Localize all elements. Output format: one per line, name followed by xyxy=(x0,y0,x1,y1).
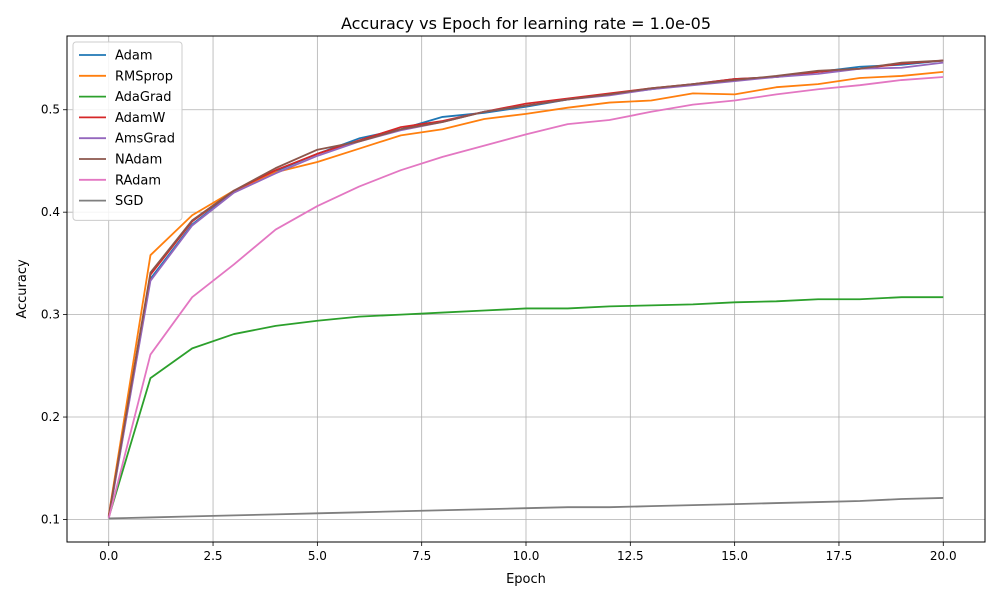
x-tick-label: 2.5 xyxy=(203,549,222,563)
legend-label: NAdam xyxy=(115,153,162,168)
x-tick-label: 15.0 xyxy=(721,549,748,563)
x-tick-label: 5.0 xyxy=(308,549,327,563)
y-axis-label: Accuracy xyxy=(15,259,30,319)
y-tick-label: 0.5 xyxy=(41,103,60,117)
series-line-nadam xyxy=(107,59,944,517)
series-line-adagrad xyxy=(107,296,944,518)
x-tick-label: 17.5 xyxy=(826,549,853,563)
legend: Adam RMSprop AdaGrad AdamW AmsGrad NAdam RAdam… xyxy=(72,41,183,221)
x-axis-ticks: 0.0 2.5 5.0 7.5 10.0 12.5 15.0 17.5 20.0 xyxy=(99,542,957,563)
legend-label: RAdam xyxy=(115,173,161,188)
series-lines xyxy=(107,59,944,520)
chart-title: Accuracy vs Epoch for learning rate = 1.… xyxy=(341,14,711,33)
x-tick-label: 10.0 xyxy=(513,549,540,563)
legend-label: Adam xyxy=(115,49,153,64)
grid xyxy=(67,36,985,542)
legend-label: AmsGrad xyxy=(115,132,175,147)
y-tick-label: 0.1 xyxy=(41,512,60,526)
legend-label: AdaGrad xyxy=(115,90,172,105)
legend-label: SGD xyxy=(115,194,143,209)
y-tick-label: 0.3 xyxy=(41,308,60,322)
y-tick-label: 0.4 xyxy=(41,205,60,219)
y-tick-label: 0.2 xyxy=(41,410,60,424)
legend-label: RMSprop xyxy=(115,69,173,84)
y-axis-ticks: 0.1 0.2 0.3 0.4 0.5 xyxy=(41,103,67,526)
series-line-sgd xyxy=(108,497,944,520)
x-tick-label: 7.5 xyxy=(412,549,431,563)
x-tick-label: 0.0 xyxy=(99,549,118,563)
legend-label: AdamW xyxy=(115,111,166,126)
x-axis-label: Epoch xyxy=(506,572,546,587)
series-line-radam xyxy=(107,76,944,519)
legend-box xyxy=(72,41,183,221)
x-tick-label: 12.5 xyxy=(617,549,644,563)
x-tick-label: 20.0 xyxy=(930,549,957,563)
